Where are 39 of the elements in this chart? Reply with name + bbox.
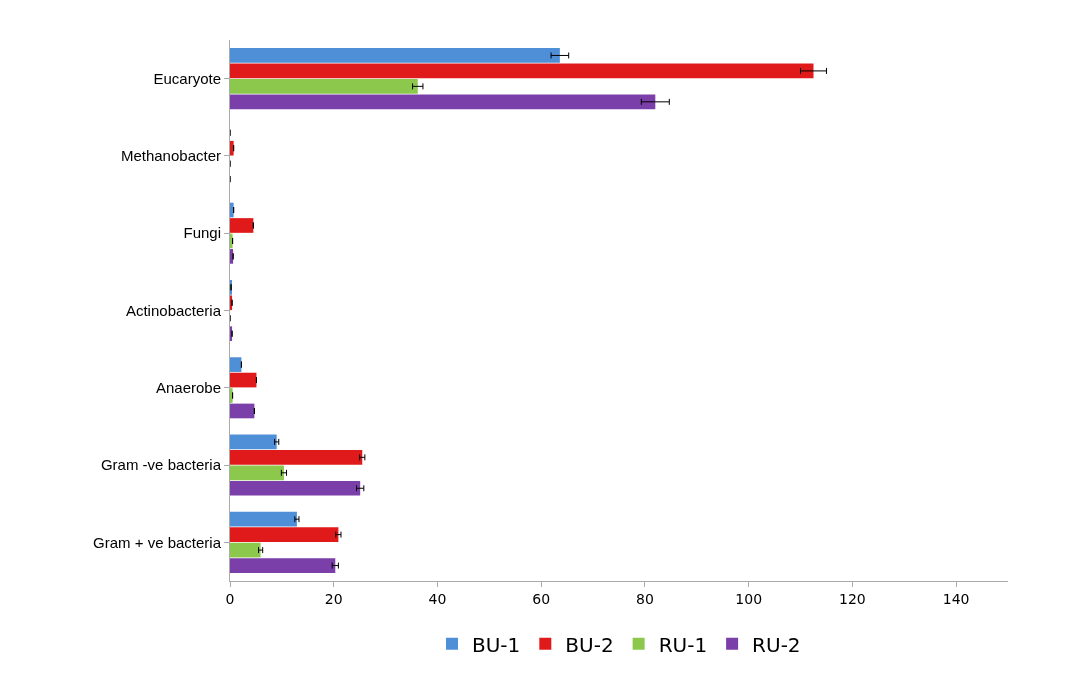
x-tick-label: 140 — [942, 590, 970, 607]
bar — [230, 388, 233, 403]
y-tick-label: Anaerobe — [155, 379, 221, 397]
bar — [230, 218, 254, 233]
legend-label: RU-1 — [658, 632, 708, 657]
y-tick-label: Eucaryote — [153, 69, 221, 87]
x-tick-label: 60 — [532, 590, 551, 607]
bar — [230, 558, 336, 573]
bar — [230, 140, 234, 156]
bar — [230, 403, 255, 419]
bar — [230, 511, 297, 527]
bar — [230, 450, 363, 465]
bar — [230, 79, 418, 94]
legend-label: RU-2 — [752, 632, 801, 657]
bar — [230, 434, 277, 450]
bar — [230, 372, 257, 388]
x-tick-label: 20 — [324, 590, 343, 607]
bar — [230, 233, 233, 249]
bar — [230, 63, 814, 79]
bar — [230, 94, 656, 110]
y-tick-label: Actinobacteria — [125, 301, 222, 319]
bar — [230, 357, 242, 372]
legend-label: BU-2 — [565, 632, 614, 657]
bar — [230, 465, 284, 481]
bar — [230, 527, 339, 542]
y-tick-label: Methanobacter — [120, 147, 221, 165]
bar — [230, 202, 234, 218]
bar — [230, 48, 560, 63]
legend-label: BU-1 — [472, 632, 521, 657]
x-tick-label: 120 — [839, 590, 866, 607]
y-tick-label: Fungi — [183, 224, 221, 242]
x-tick-label: 40 — [428, 590, 447, 607]
x-tick-label: 80 — [636, 590, 654, 607]
y-tick-label: Gram + ve bacteria — [93, 533, 222, 551]
bar — [230, 542, 261, 558]
y-tick-label: Gram -ve bacteria — [100, 456, 222, 474]
x-tick-label: 100 — [735, 590, 763, 607]
x-tick-label: 0 — [225, 590, 235, 607]
bar — [230, 480, 361, 496]
